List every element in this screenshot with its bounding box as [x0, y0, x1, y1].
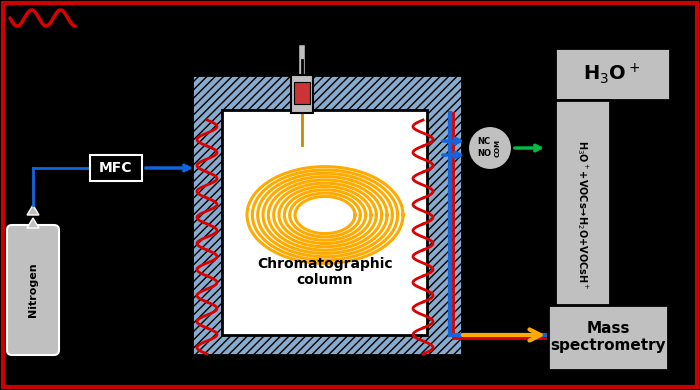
Text: Nitrogen: Nitrogen	[28, 263, 38, 317]
Text: NO: NO	[477, 149, 491, 158]
Bar	[90, 155, 142, 181]
Polygon shape	[27, 218, 39, 228]
Polygon shape	[27, 205, 39, 215]
Text: MFC: MFC	[99, 161, 133, 175]
Text: NC: NC	[477, 138, 491, 147]
Bar	[294, 82, 310, 104]
Text: H$_3$O$^+$+VOCs→H$_2$O+VOCsH$^+$: H$_3$O$^+$+VOCs→H$_2$O+VOCsH$^+$	[575, 140, 589, 290]
Bar	[555, 100, 610, 330]
Text: Column oven: Column oven	[270, 358, 381, 372]
Text: Chromatographic
column: Chromatographic column	[257, 257, 393, 287]
Circle shape	[468, 126, 512, 170]
Bar	[548, 305, 668, 370]
Bar	[222, 110, 427, 335]
Bar	[291, 75, 313, 113]
Text: COM: COM	[495, 139, 501, 157]
Bar	[192, 75, 462, 355]
Text: Mass
spectrometry: Mass spectrometry	[550, 321, 666, 353]
FancyBboxPatch shape	[7, 225, 59, 355]
Bar	[555, 48, 670, 100]
Text: H$_3$O$^+$: H$_3$O$^+$	[583, 62, 641, 86]
